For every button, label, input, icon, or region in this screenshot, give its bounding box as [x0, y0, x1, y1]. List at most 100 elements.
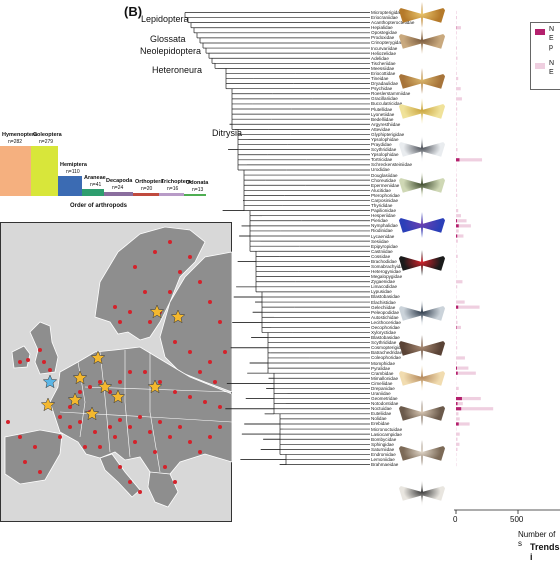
order-bar — [104, 192, 133, 197]
bar-light — [456, 356, 465, 359]
bar-light — [456, 173, 457, 176]
site-dot — [173, 390, 177, 394]
order-bar — [31, 146, 58, 196]
bar-light — [456, 280, 462, 283]
specimen-illustration — [398, 28, 446, 54]
bar-light — [456, 229, 459, 232]
bar-light — [456, 31, 457, 34]
bar-light — [456, 326, 461, 329]
bar-light — [456, 433, 460, 436]
order-name: Hemiptera — [60, 162, 87, 168]
bar-light — [456, 361, 457, 364]
panel-label: (B) — [124, 4, 142, 19]
bar-light — [456, 255, 458, 258]
legend-swatch-light — [535, 63, 545, 69]
bar-light — [456, 26, 461, 29]
site-dot — [68, 425, 72, 429]
site-dot — [128, 310, 132, 314]
site-dot — [58, 435, 62, 439]
bar-dark — [456, 407, 461, 410]
order-bar — [58, 176, 82, 196]
bar-light — [456, 184, 457, 187]
site-dot — [38, 470, 42, 474]
x-tick-500: 500 — [510, 515, 523, 524]
legend-entry-1: N E p — [549, 25, 554, 52]
bar-light — [456, 407, 493, 410]
bar-light — [456, 336, 457, 339]
site-dot — [148, 320, 152, 324]
bar-light — [456, 417, 460, 420]
site-dot — [113, 305, 117, 309]
bar-light — [456, 113, 457, 116]
bar-light — [456, 92, 457, 95]
site-dot — [138, 415, 142, 419]
site-dot — [138, 490, 142, 494]
bar-light — [456, 179, 457, 182]
site-dot — [33, 445, 37, 449]
site-dot — [133, 265, 137, 269]
site-dot — [158, 380, 162, 384]
order-name: Orthoptera — [135, 179, 163, 185]
bar-light — [456, 133, 457, 136]
bar-light — [456, 189, 457, 192]
site-dot — [173, 340, 177, 344]
bar-light — [456, 285, 457, 288]
bar-light — [456, 97, 462, 100]
bar-dark — [456, 397, 462, 400]
bar-dark — [456, 422, 459, 425]
bar-light — [456, 372, 476, 375]
bar-dark — [456, 402, 457, 405]
bar-dark — [456, 234, 457, 237]
bar-light — [456, 392, 457, 395]
specimen-illustration — [398, 400, 446, 426]
bar-light — [456, 158, 482, 161]
site-dot — [168, 290, 172, 294]
bar-light — [456, 11, 457, 14]
site-dot — [98, 445, 102, 449]
site-dot — [148, 430, 152, 434]
bar-light — [456, 219, 467, 222]
specimen-illustration — [398, 480, 446, 506]
orders-title: Order of arthropods — [70, 203, 127, 209]
footer-text: Trends i — [530, 542, 560, 562]
phylogenetic-tree — [180, 0, 375, 530]
site-dot — [38, 348, 42, 352]
specimen-illustration — [398, 136, 446, 162]
order-bar — [82, 189, 104, 197]
specimen-illustration — [398, 212, 446, 238]
order-count: n=110 — [66, 169, 80, 175]
site-dot — [93, 430, 97, 434]
bar-light — [456, 16, 457, 19]
bar-light — [456, 52, 457, 55]
bar-light — [456, 306, 480, 309]
bar-light — [456, 102, 457, 105]
bar-light — [456, 143, 457, 146]
bar-light — [456, 148, 457, 151]
order-count: n=41 — [90, 182, 101, 188]
site-dot — [143, 370, 147, 374]
bar-light — [456, 77, 458, 80]
site-dot — [48, 368, 52, 372]
order-name: Hymenoptera — [2, 132, 37, 138]
site-dot — [173, 480, 177, 484]
bar-dark — [456, 306, 458, 309]
specimen-illustration — [398, 98, 446, 124]
bar-light — [456, 316, 457, 319]
bar-dark — [456, 158, 459, 161]
bar-light — [456, 209, 458, 212]
site-dot — [23, 460, 27, 464]
site-dot — [78, 420, 82, 424]
site-dot — [158, 420, 162, 424]
site-dot — [168, 240, 172, 244]
bar-light — [456, 57, 457, 60]
site-dot — [113, 435, 117, 439]
site-dot — [153, 450, 157, 454]
specimen-illustration — [398, 440, 446, 466]
bar-light — [456, 321, 457, 324]
site-dot — [98, 380, 102, 384]
bar-light — [456, 87, 461, 90]
bar-light — [456, 341, 457, 344]
order-bar — [0, 146, 31, 196]
legend: N E p N E — [530, 22, 560, 90]
bar-light — [456, 107, 457, 110]
